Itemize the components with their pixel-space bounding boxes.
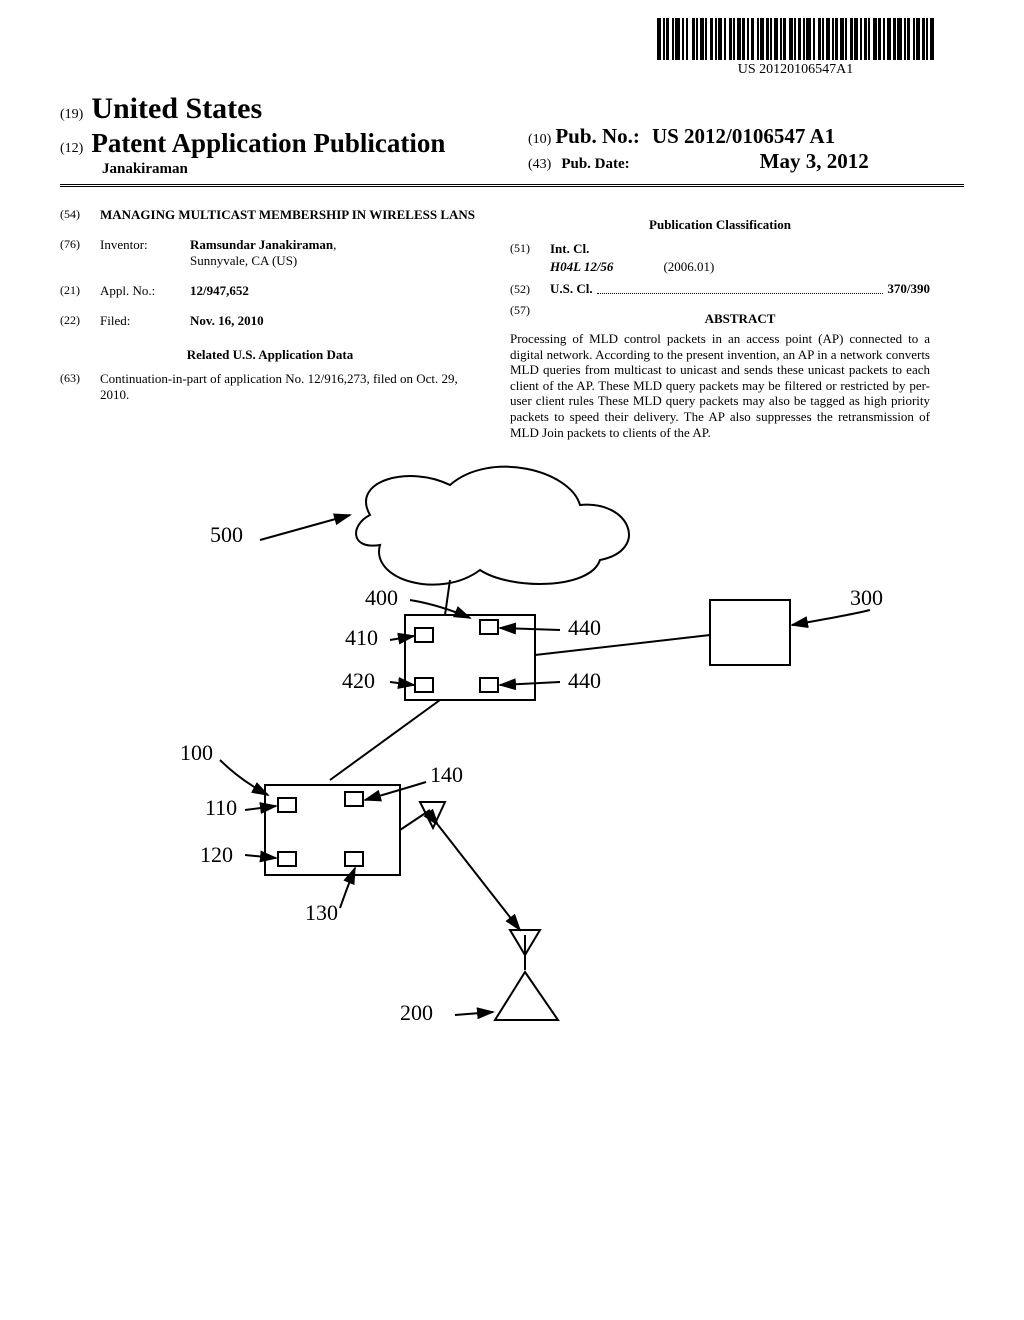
intcl-date: (2006.01) bbox=[663, 259, 714, 275]
filed-label: Filed: bbox=[100, 313, 190, 329]
inventor-location: Sunnyvale, CA (US) bbox=[190, 253, 297, 268]
filed-value: Nov. 16, 2010 bbox=[190, 313, 480, 329]
label-140: 140 bbox=[430, 762, 463, 788]
label-410: 410 bbox=[345, 625, 378, 651]
inventor-name: Ramsundar Janakiraman bbox=[190, 237, 333, 252]
code-10: (10) bbox=[528, 132, 551, 147]
applno-label: Appl. No.: bbox=[100, 283, 190, 299]
uscl-label: U.S. Cl. bbox=[550, 281, 593, 297]
code-52: (52) bbox=[510, 282, 550, 297]
biblio-block: (54) MANAGING MULTICAST MEMBERSHIP IN WI… bbox=[60, 207, 964, 440]
label-120: 120 bbox=[200, 842, 233, 868]
barcode-graphic bbox=[657, 18, 934, 60]
pub-number-block: (10) Pub. No.: US 2012/0106547 A1 (43) P… bbox=[528, 124, 869, 174]
label-440a: 440 bbox=[568, 615, 601, 641]
code-12: (12) bbox=[60, 141, 83, 157]
code-19: (19) bbox=[60, 107, 83, 122]
label-100: 100 bbox=[180, 740, 213, 766]
related-text: Continuation-in-part of application No. … bbox=[100, 371, 480, 403]
uscl-dots bbox=[597, 293, 884, 294]
code-57: (57) bbox=[510, 303, 550, 327]
publication-type: Patent Application Publication bbox=[91, 128, 445, 159]
pubdate-label: Pub. Date: bbox=[561, 156, 629, 173]
label-500: 500 bbox=[210, 522, 243, 548]
divider-thin bbox=[60, 186, 964, 187]
abstract-text: Processing of MLD control packets in an … bbox=[510, 331, 930, 440]
applno-value: 12/947,652 bbox=[190, 283, 480, 299]
intcl-code: H04L 12/56 bbox=[550, 259, 613, 275]
barcode-block: US 20120106547A1 bbox=[657, 18, 934, 78]
code-22: (22) bbox=[60, 313, 100, 329]
related-heading: Related U.S. Application Data bbox=[60, 347, 480, 363]
right-column: Publication Classification (51) Int. Cl.… bbox=[510, 207, 930, 440]
barcode-text: US 20120106547A1 bbox=[657, 62, 934, 78]
country: United States bbox=[91, 92, 262, 125]
label-110: 110 bbox=[205, 795, 237, 821]
pubno-label: Pub. No.: bbox=[555, 124, 640, 148]
figure-diagram: 500 400 410 420 440 440 300 100 110 120 … bbox=[150, 460, 890, 1100]
intcl-label: Int. Cl. bbox=[550, 241, 589, 257]
label-440b: 440 bbox=[568, 668, 601, 694]
label-420: 420 bbox=[342, 668, 375, 694]
uscl-value: 370/390 bbox=[887, 281, 930, 297]
code-54: (54) bbox=[60, 207, 100, 223]
classification-heading: Publication Classification bbox=[510, 217, 930, 233]
code-51: (51) bbox=[510, 241, 550, 257]
invention-title: MANAGING MULTICAST MEMBERSHIP IN WIRELES… bbox=[100, 207, 480, 223]
label-130: 130 bbox=[305, 900, 338, 926]
abstract-heading: ABSTRACT bbox=[550, 311, 930, 327]
label-400: 400 bbox=[365, 585, 398, 611]
header-block: (19) United States (12) Patent Applicati… bbox=[60, 92, 964, 178]
label-300: 300 bbox=[850, 585, 883, 611]
code-63: (63) bbox=[60, 371, 100, 403]
code-21: (21) bbox=[60, 283, 100, 299]
inventor-label: Inventor: bbox=[100, 237, 190, 269]
left-column: (54) MANAGING MULTICAST MEMBERSHIP IN WI… bbox=[60, 207, 480, 440]
divider-rule bbox=[60, 184, 964, 185]
code-43: (43) bbox=[528, 157, 551, 173]
code-76: (76) bbox=[60, 237, 100, 269]
figure-svg bbox=[150, 460, 890, 1100]
pubdate-value: May 3, 2012 bbox=[760, 149, 869, 174]
pubno-value: US 2012/0106547 A1 bbox=[652, 124, 835, 148]
label-200: 200 bbox=[400, 1000, 433, 1026]
